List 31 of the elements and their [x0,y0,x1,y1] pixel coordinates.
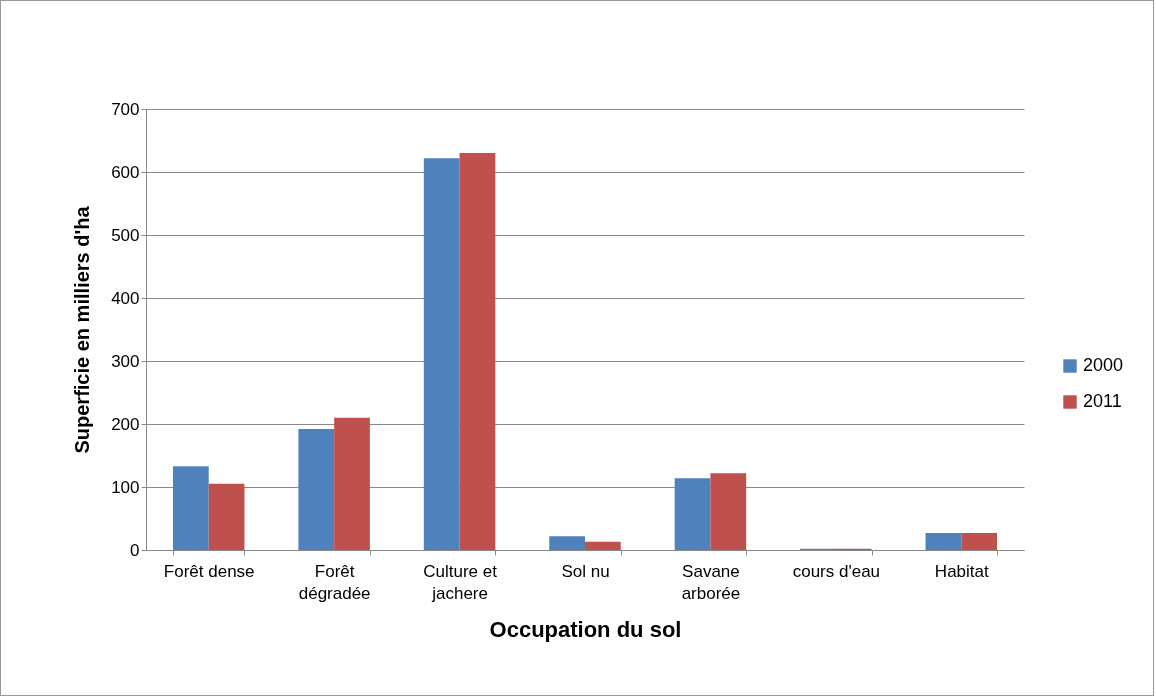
bar [298,429,335,550]
x-tick-label: cours d'eau [792,561,881,581]
y-tick-label: 600 [111,162,140,182]
y-tick-label: 300 [111,351,140,371]
bar [674,478,711,550]
x-tick-label: Sol nu [561,561,610,581]
y-tick-label: 100 [111,477,140,497]
bar [549,536,585,550]
x-axis-title: Occupation du sol [489,616,682,642]
x-tick-label: Culture et jachere [423,561,498,603]
x-tick-label: Savane arborée [681,561,741,603]
y-tick-label: 400 [111,288,140,308]
bar [423,158,460,550]
legend-label: 2000 [1083,355,1124,375]
bar [961,532,998,550]
bar [208,483,245,550]
bar [585,541,621,550]
bar [925,532,962,550]
bar [334,417,370,550]
x-tick-label: Forêt dégradée [298,561,371,603]
y-tick-label: 700 [111,99,140,119]
y-axis-title: Superficie en milliers d'ha [71,205,94,454]
bar [710,473,747,550]
bar [459,153,496,550]
x-tick-label: Forêt dense [163,561,255,581]
y-tick-label: 500 [111,225,140,245]
legend-label: 2011 [1083,391,1122,411]
bar [172,466,209,550]
x-tick-label: Habitat [934,561,989,581]
y-tick-label: 200 [111,414,140,434]
y-tick-label: 0 [130,540,140,560]
